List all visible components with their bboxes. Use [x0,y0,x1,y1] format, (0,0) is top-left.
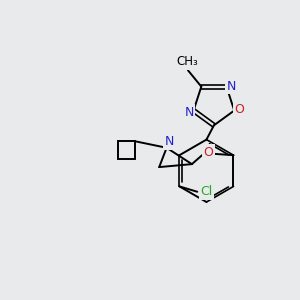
Text: N: N [164,135,174,148]
Text: O: O [235,103,244,116]
Text: N: N [184,106,194,118]
Text: CH₃: CH₃ [176,56,198,68]
Text: Cl: Cl [201,185,213,198]
Text: O: O [204,146,214,159]
Text: N: N [226,80,236,93]
